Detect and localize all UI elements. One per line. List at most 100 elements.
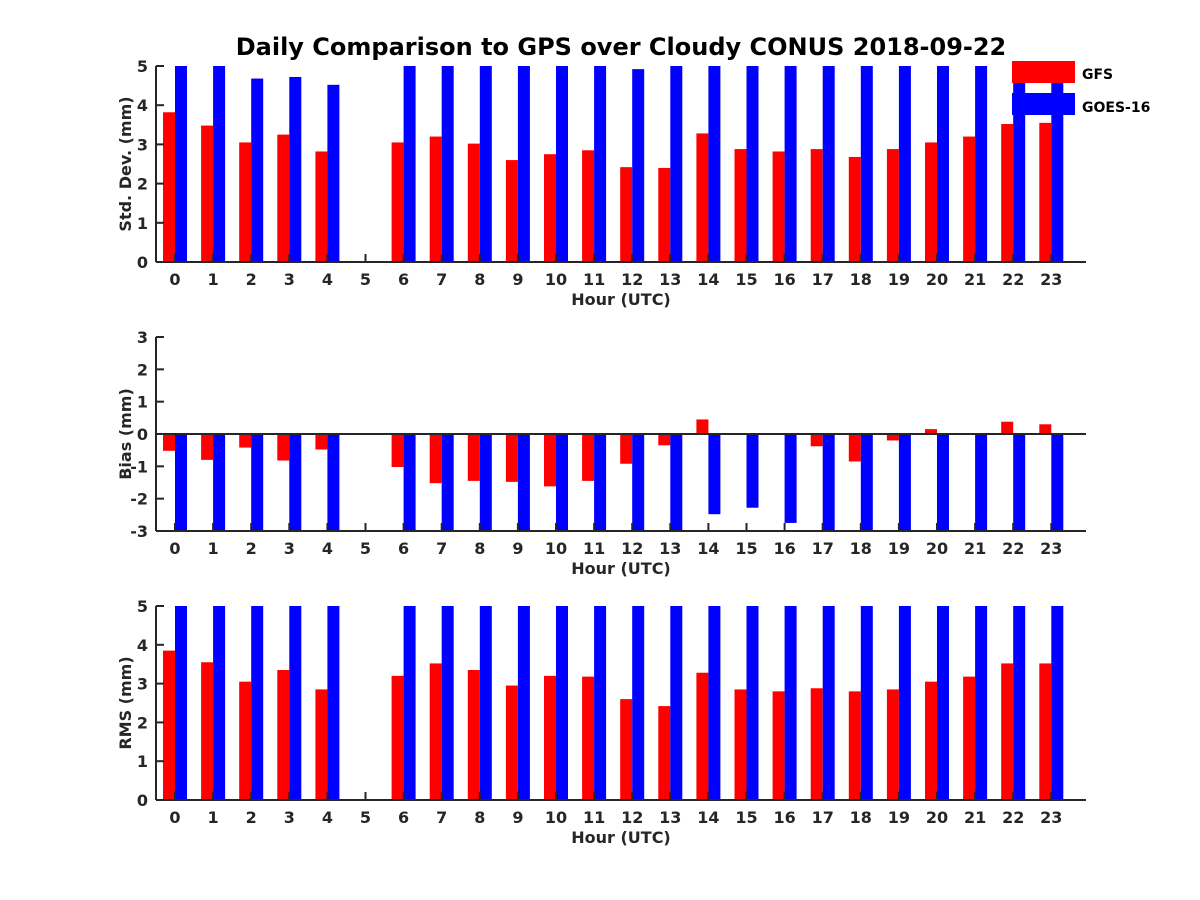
bar-gfs-hour-23 xyxy=(1039,663,1052,800)
x-tick-label: 6 xyxy=(398,270,409,289)
x-tick-label: 20 xyxy=(926,808,948,827)
x-axis-label: Hour (UTC) xyxy=(571,828,671,847)
bar-goes-16-hour-21 xyxy=(975,66,988,262)
bar-gfs-hour-14 xyxy=(696,672,709,800)
x-tick-label: 7 xyxy=(436,270,447,289)
bar-gfs-hour-7 xyxy=(429,136,442,262)
bar-goes-16-hour-7 xyxy=(441,606,454,800)
bar-gfs-hour-23 xyxy=(1039,424,1052,434)
x-tick-label: 21 xyxy=(964,539,986,558)
x-tick-label: 12 xyxy=(621,808,643,827)
bar-goes-16-hour-23 xyxy=(1051,434,1064,531)
bar-goes-16-hour-20 xyxy=(937,606,949,800)
x-tick-label: 11 xyxy=(583,808,605,827)
x-tick-label: 0 xyxy=(169,808,180,827)
x-tick-label: 10 xyxy=(545,808,567,827)
bar-goes-16-hour-16 xyxy=(784,434,797,523)
bar-goes-16-hour-8 xyxy=(479,66,492,262)
bar-gfs-hour-23 xyxy=(1039,122,1052,262)
bar-gfs-hour-14 xyxy=(696,419,709,434)
x-tick-label: 11 xyxy=(583,270,605,289)
y-tick-label: 2 xyxy=(137,175,148,194)
bar-gfs-hour-20 xyxy=(925,142,937,262)
bar-gfs-hour-4 xyxy=(315,689,328,800)
x-tick-label: 5 xyxy=(360,270,371,289)
bar-goes-16-hour-10 xyxy=(556,434,568,531)
bar-goes-16-hour-15 xyxy=(746,434,759,508)
x-tick-label: 6 xyxy=(398,808,409,827)
x-tick-label: 19 xyxy=(888,270,910,289)
bar-gfs-hour-1 xyxy=(201,125,214,262)
bar-gfs-hour-3 xyxy=(277,670,290,800)
x-tick-label: 4 xyxy=(322,270,333,289)
bar-goes-16-hour-11 xyxy=(594,66,607,262)
x-tick-label: 10 xyxy=(545,270,567,289)
bar-goes-16-hour-17 xyxy=(822,606,835,800)
bar-gfs-hour-19 xyxy=(886,149,899,262)
x-tick-label: 16 xyxy=(773,270,795,289)
bar-goes-16-hour-23 xyxy=(1051,81,1064,263)
bar-goes-16-hour-2 xyxy=(251,606,264,800)
x-tick-label: 9 xyxy=(512,539,523,558)
x-tick-label: 8 xyxy=(474,539,485,558)
x-tick-label: 2 xyxy=(246,270,257,289)
x-tick-label: 18 xyxy=(850,808,872,827)
bar-goes-16-hour-19 xyxy=(898,66,911,262)
y-tick-label: 1 xyxy=(137,393,148,412)
bar-gfs-hour-9 xyxy=(505,434,518,482)
bar-gfs-hour-9 xyxy=(505,685,518,800)
bar-gfs-hour-19 xyxy=(886,689,899,800)
bar-gfs-hour-12 xyxy=(620,434,633,464)
x-tick-label: 1 xyxy=(208,270,219,289)
y-tick-label: 3 xyxy=(137,328,148,347)
bar-gfs-hour-3 xyxy=(277,434,290,461)
y-tick-label: 1 xyxy=(137,752,148,771)
bar-goes-16-hour-6 xyxy=(403,66,416,262)
bar-gfs-hour-4 xyxy=(315,151,328,262)
bar-gfs-hour-8 xyxy=(467,434,480,481)
x-tick-label: 11 xyxy=(583,539,605,558)
bar-goes-16-hour-20 xyxy=(937,66,949,262)
bar-gfs-hour-13 xyxy=(658,167,671,262)
bar-goes-16-hour-13 xyxy=(670,606,683,800)
x-tick-label: 18 xyxy=(850,270,872,289)
bar-goes-16-hour-0 xyxy=(175,606,187,800)
bar-gfs-hour-18 xyxy=(848,691,861,800)
x-axis-label: Hour (UTC) xyxy=(571,290,671,309)
bar-goes-16-hour-14 xyxy=(708,66,721,262)
x-tick-label: 23 xyxy=(1040,270,1062,289)
bar-goes-16-hour-11 xyxy=(594,434,607,531)
y-tick-label: 0 xyxy=(137,791,148,810)
x-tick-label: 7 xyxy=(436,539,447,558)
x-tick-label: 14 xyxy=(697,539,719,558)
y-tick-label: 0 xyxy=(137,425,148,444)
x-tick-label: 1 xyxy=(208,808,219,827)
x-tick-label: 9 xyxy=(512,808,523,827)
bar-goes-16-hour-8 xyxy=(479,434,492,531)
y-tick-label: 5 xyxy=(137,57,148,76)
x-tick-label: 22 xyxy=(1002,808,1024,827)
bar-goes-16-hour-3 xyxy=(289,76,302,262)
x-tick-label: 20 xyxy=(926,270,948,289)
bar-goes-16-hour-0 xyxy=(175,434,187,531)
bar-goes-16-hour-12 xyxy=(632,69,645,262)
bar-goes-16-hour-18 xyxy=(860,606,873,800)
bar-gfs-hour-17 xyxy=(810,688,823,800)
bar-gfs-hour-21 xyxy=(963,136,976,262)
bar-gfs-hour-4 xyxy=(315,434,328,450)
bar-gfs-hour-22 xyxy=(1001,421,1014,434)
y-tick-label: 2 xyxy=(137,713,148,732)
bar-goes-16-hour-7 xyxy=(441,66,454,262)
bar-gfs-hour-11 xyxy=(582,434,595,481)
y-tick-label: -2 xyxy=(130,490,148,509)
y-axis-label: Bias (mm) xyxy=(116,388,135,480)
y-tick-label: 1 xyxy=(137,214,148,233)
bar-gfs-hour-14 xyxy=(696,133,709,262)
bar-goes-16-hour-9 xyxy=(517,606,530,800)
x-tick-label: 5 xyxy=(360,808,371,827)
bar-goes-16-hour-2 xyxy=(251,434,264,531)
x-tick-label: 6 xyxy=(398,539,409,558)
x-tick-label: 14 xyxy=(697,270,719,289)
x-tick-label: 2 xyxy=(246,539,257,558)
